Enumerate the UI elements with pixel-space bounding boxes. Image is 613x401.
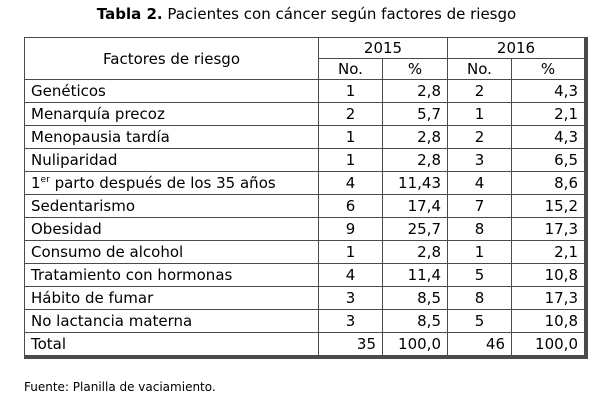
pct-2015-cell: 11,4: [383, 264, 448, 287]
no-2016-cell: 5: [448, 310, 512, 333]
source-note: Fuente: Planilla de vaciamiento.: [24, 380, 216, 394]
no-2016-cell: 8: [448, 218, 512, 241]
pct-2015-header: %: [383, 59, 448, 80]
pct-2016-cell: 4,3: [512, 80, 585, 103]
no-2016-cell: 8: [448, 287, 512, 310]
year-2015-header: 2015: [319, 38, 448, 59]
pct-2015-cell: 2,8: [383, 241, 448, 264]
table-row: No lactancia materna 3 8,5 5 10,8: [25, 310, 585, 333]
total-pct-2015-cell: 100,0: [383, 333, 448, 356]
table-row: Genéticos 1 2,8 2 4,3: [25, 80, 585, 103]
pct-2016-cell: 17,3: [512, 218, 585, 241]
pct-2015-cell: 17,4: [383, 195, 448, 218]
factor-cell: Menopausia tardía: [25, 126, 319, 149]
pct-2015-cell: 2,8: [383, 80, 448, 103]
no-2016-cell: 3: [448, 149, 512, 172]
no-2015-cell: 4: [319, 172, 383, 195]
no-2015-cell: 1: [319, 149, 383, 172]
total-no-2015-cell: 35: [319, 333, 383, 356]
pct-2016-cell: 10,8: [512, 310, 585, 333]
pct-2015-cell: 2,8: [383, 126, 448, 149]
header-row-years: Factores de riesgo 2015 2016: [25, 38, 585, 80]
no-2015-cell: 6: [319, 195, 383, 218]
pct-2016-cell: 4,3: [512, 126, 585, 149]
caption-label: Tabla 2.: [96, 5, 163, 23]
no-2016-header: No.: [448, 59, 512, 80]
total-row: Total 35 100,0 46 100,0: [25, 333, 585, 356]
table-row: Tratamiento con hormonas 4 11,4 5 10,8: [25, 264, 585, 287]
header-row-subheaders: No. % No. %: [25, 59, 585, 80]
factor-ordinal: 1: [31, 174, 41, 192]
factor-cell: Genéticos: [25, 80, 319, 103]
pct-2016-cell: 10,8: [512, 264, 585, 287]
no-2015-cell: 2: [319, 103, 383, 126]
table-row: Hábito de fumar 3 8,5 8 17,3: [25, 287, 585, 310]
table-row: 1er parto después de los 35 años 4 11,43…: [25, 172, 585, 195]
total-pct-2016-cell: 100,0: [512, 333, 585, 356]
pct-2015-cell: 2,8: [383, 149, 448, 172]
factor-cell: Menarquía precoz: [25, 103, 319, 126]
no-2015-cell: 1: [319, 80, 383, 103]
factor-ordinal-suffix: er: [40, 175, 50, 185]
factor-cell: Obesidad: [25, 218, 319, 241]
no-2015-cell: 9: [319, 218, 383, 241]
table-row: Nuliparidad 1 2,8 3 6,5: [25, 149, 585, 172]
no-2015-cell: 1: [319, 126, 383, 149]
pct-2015-cell: 11,43: [383, 172, 448, 195]
no-2015-cell: 4: [319, 264, 383, 287]
factor-cell: Nuliparidad: [25, 149, 319, 172]
no-2015-header: No.: [319, 59, 383, 80]
factor-cell: Sedentarismo: [25, 195, 319, 218]
table-row: Menarquía precoz 2 5,7 1 2,1: [25, 103, 585, 126]
factor-text: parto después de los 35 años: [54, 174, 276, 192]
caption-text: Pacientes con cáncer según factores de r…: [167, 5, 517, 23]
no-2015-cell: 3: [319, 287, 383, 310]
no-2016-cell: 1: [448, 103, 512, 126]
no-2016-cell: 1: [448, 241, 512, 264]
total-label-cell: Total: [25, 333, 319, 356]
no-2016-cell: 4: [448, 172, 512, 195]
pct-2016-cell: 6,5: [512, 149, 585, 172]
factor-cell: 1er parto después de los 35 años: [25, 172, 319, 195]
factor-cell: Tratamiento con hormonas: [25, 264, 319, 287]
table-row: Obesidad 9 25,7 8 17,3: [25, 218, 585, 241]
pct-2016-cell: 17,3: [512, 287, 585, 310]
table-row: Menopausia tardía 1 2,8 2 4,3: [25, 126, 585, 149]
table-caption: Tabla 2. Pacientes con cáncer según fact…: [0, 4, 613, 24]
no-2015-cell: 1: [319, 241, 383, 264]
no-2016-cell: 2: [448, 126, 512, 149]
pct-2016-cell: 2,1: [512, 103, 585, 126]
no-2016-cell: 5: [448, 264, 512, 287]
pct-2016-cell: 15,2: [512, 195, 585, 218]
pct-2016-header: %: [512, 59, 585, 80]
table-body: Genéticos 1 2,8 2 4,3 Menarquía precoz 2…: [25, 80, 585, 356]
table-row: Sedentarismo 6 17,4 7 15,2: [25, 195, 585, 218]
factor-cell: Hábito de fumar: [25, 287, 319, 310]
risk-factors-table: Factores de riesgo 2015 2016 No. % No. %…: [24, 37, 588, 359]
no-2016-cell: 7: [448, 195, 512, 218]
total-no-2016-cell: 46: [448, 333, 512, 356]
no-2015-cell: 3: [319, 310, 383, 333]
year-2016-header: 2016: [448, 38, 585, 59]
factor-column-header: Factores de riesgo: [25, 38, 319, 80]
pct-2015-cell: 8,5: [383, 310, 448, 333]
no-2016-cell: 2: [448, 80, 512, 103]
pct-2016-cell: 2,1: [512, 241, 585, 264]
pct-2016-cell: 8,6: [512, 172, 585, 195]
pct-2015-cell: 25,7: [383, 218, 448, 241]
pct-2015-cell: 8,5: [383, 287, 448, 310]
pct-2015-cell: 5,7: [383, 103, 448, 126]
factor-cell: Consumo de alcohol: [25, 241, 319, 264]
factor-cell: No lactancia materna: [25, 310, 319, 333]
table-row: Consumo de alcohol 1 2,8 1 2,1: [25, 241, 585, 264]
